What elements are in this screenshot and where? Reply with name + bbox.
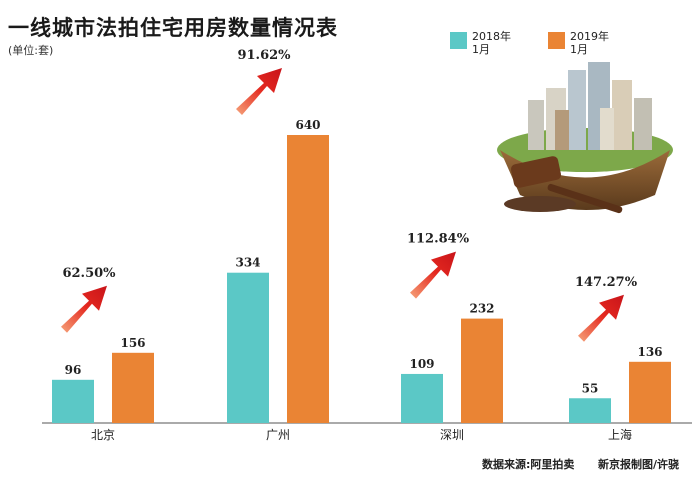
growth-arrows-group: [61, 68, 624, 342]
bar-shanghai-2018: [569, 398, 611, 423]
x-tick-label-shenzhen: 深圳: [440, 428, 464, 442]
growth-arrow-shanghai: [578, 294, 624, 342]
bar-shenzhen-2018: [401, 373, 443, 423]
x-tick-labels-group: 北京 广州 深圳 上海: [91, 427, 632, 442]
legend-swatch-2019: [548, 32, 565, 49]
legend-swatch-2018: [450, 32, 467, 49]
city-auction-illustration: [497, 62, 673, 214]
legend-label-2019-year: 2019年: [570, 30, 609, 43]
growth-labels-group: 62.50% 91.62% 112.84% 147.27%: [62, 48, 637, 290]
chart-title: 一线城市法拍住宅用房数量情况表: [8, 15, 338, 40]
growth-label-shenzhen: 112.84%: [407, 232, 470, 247]
x-tick-label-guangzhou: 广州: [266, 428, 290, 442]
growth-arrow-shenzhen: [410, 251, 456, 299]
bar-beijing-2018: [52, 379, 94, 423]
value-label-shenzhen-2018: 109: [409, 357, 434, 371]
bar-shanghai-2019: [629, 361, 671, 423]
growth-arrow-guangzhou: [236, 68, 282, 115]
bar-shenzhen-2019: [461, 318, 503, 423]
legend-label-2019-month: 1月: [570, 43, 588, 56]
credit-note: 新京报制图/许骁: [598, 458, 680, 471]
value-labels-group: 96 156 334 640 109 232 55 136: [65, 118, 663, 395]
bars-group: [52, 135, 671, 423]
legend-label-2018-month: 1月: [472, 43, 490, 56]
value-label-guangzhou-2019: 640: [295, 118, 320, 132]
bar-guangzhou-2019: [287, 135, 329, 423]
value-label-shanghai-2018: 55: [582, 381, 599, 395]
growth-label-guangzhou: 91.62%: [237, 48, 291, 63]
legend-item-2018: 2018年 1月: [450, 30, 511, 56]
value-label-beijing-2019: 156: [120, 336, 145, 350]
x-tick-label-beijing: 北京: [91, 428, 115, 442]
x-tick-label-shanghai: 上海: [608, 427, 632, 442]
growth-arrow-beijing: [61, 285, 107, 333]
value-label-beijing-2018: 96: [65, 363, 82, 377]
gavel-icon: [504, 156, 623, 214]
value-label-shanghai-2019: 136: [637, 345, 662, 359]
growth-label-beijing: 62.50%: [62, 266, 116, 281]
value-label-guangzhou-2018: 334: [235, 256, 260, 270]
bar-guangzhou-2018: [227, 272, 269, 423]
bar-beijing-2019: [112, 352, 154, 423]
legend-item-2019: 2019年 1月: [548, 30, 609, 56]
unit-label: (单位:套): [8, 44, 54, 57]
value-label-shenzhen-2019: 232: [469, 302, 494, 316]
growth-label-shanghai: 147.27%: [575, 275, 638, 290]
legend-label-2018-year: 2018年: [472, 30, 511, 43]
source-note: 数据来源:阿里拍卖: [482, 458, 575, 471]
